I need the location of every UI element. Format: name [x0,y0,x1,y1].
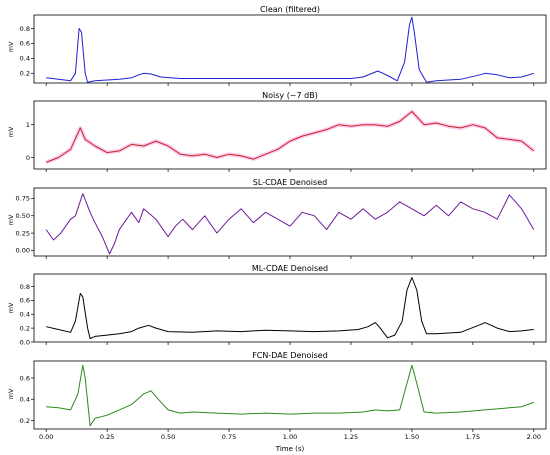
y-tick-label: 0.6 [20,40,30,48]
y-axis-label: mV [7,302,15,313]
panel-clean: Clean (filtered) mV 0.2 0.4 0.6 0.8 [7,5,547,86]
signal-line [45,193,535,255]
signal-line [46,364,534,427]
y-tick-label: 0.2 [20,324,30,332]
y-tick-label: 0.75 [16,195,30,203]
panel-title: ML-CDAE Denoised [252,264,328,273]
x-tick-label: 1.25 [344,433,358,441]
x-tick-label: 1.00 [283,433,297,441]
plot-frame [33,100,547,170]
x-tick-label: 1.50 [405,433,419,441]
x-axis-label: Time (s) [275,445,305,453]
y-tick-label: 0.50 [16,212,30,220]
y-tick-label: 0.2 [20,417,30,425]
signal-line [46,277,534,339]
x-tick-label: 2.00 [527,433,541,441]
y-axis-label: mV [7,126,15,137]
signal-line [46,111,535,163]
panel-noisy: Noisy (~7 dB) mV 0 1 [7,91,547,172]
plot-frame [33,187,547,257]
panel-sl-cdae: SL-CDAE Denoised mV 0.00 0.25 0.50 0.75 [7,178,547,259]
plot-frame [33,14,547,84]
y-axis-label: mV [7,388,15,399]
y-tick-label: 0.25 [16,229,30,237]
panel-title: Noisy (~7 dB) [262,91,318,100]
x-tick-label: 0.25 [100,433,114,441]
y-tick-label: 1 [26,121,30,129]
panel-title: Clean (filtered) [260,5,320,14]
y-tick-label: 0.6 [20,374,30,382]
y-tick-label: 0 [26,154,30,162]
y-tick-label: 0.4 [20,311,30,319]
y-tick-label: 0.2 [20,70,30,78]
plot-frame [33,273,547,343]
y-tick-label: 0.4 [20,396,30,404]
x-tick-label: 0.75 [222,433,236,441]
signal-line [46,16,534,83]
y-axis-label: mV [7,41,15,52]
panel-ml-cdae: ML-CDAE Denoised mV 0.0 0.2 0.4 0.6 0.8 [7,264,547,346]
panel-fcn-dae: FCN-DAE Denoised mV Time (s) 0.2 0.4 0.6 0.… [7,351,547,453]
y-tick-label: 0.4 [20,55,30,63]
plot-frame [33,360,547,430]
y-axis-label: mV [7,214,15,225]
x-tick-label: 0.00 [39,433,53,441]
x-tick-label: 0.50 [161,433,175,441]
y-tick-label: 0.6 [20,297,30,305]
y-tick-label: 0.8 [20,25,30,33]
panel-title: SL-CDAE Denoised [253,178,327,187]
y-tick-label: 0.8 [20,283,30,291]
panel-title: FCN-DAE Denoised [252,351,328,360]
x-tick-label: 1.75 [466,433,480,441]
y-tick-label: 0.00 [16,247,30,255]
y-tick-label: 0.0 [20,338,30,346]
